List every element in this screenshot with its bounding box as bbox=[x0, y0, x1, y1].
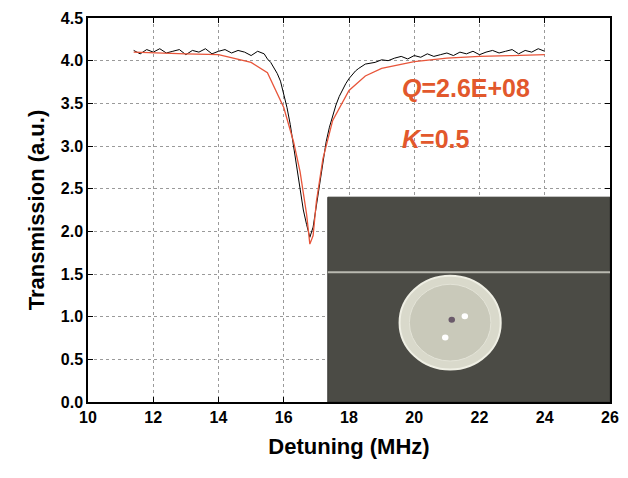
svg-text:0.0: 0.0 bbox=[61, 394, 83, 411]
svg-text:4.5: 4.5 bbox=[61, 10, 83, 27]
svg-text:18: 18 bbox=[340, 409, 358, 426]
svg-text:Detuning (MHz): Detuning (MHz) bbox=[268, 434, 429, 459]
svg-text:16: 16 bbox=[275, 409, 293, 426]
svg-text:14: 14 bbox=[210, 409, 228, 426]
svg-text:1.0: 1.0 bbox=[61, 308, 83, 325]
svg-text:20: 20 bbox=[405, 409, 423, 426]
svg-text:K=0.5: K=0.5 bbox=[402, 125, 470, 153]
svg-text:Transmission (a.u.): Transmission (a.u.) bbox=[24, 110, 49, 311]
svg-text:2.5: 2.5 bbox=[61, 180, 83, 197]
svg-text:12: 12 bbox=[144, 409, 162, 426]
svg-text:26: 26 bbox=[601, 409, 619, 426]
svg-text:Q=2.6E+08: Q=2.6E+08 bbox=[402, 74, 530, 102]
svg-text:0.5: 0.5 bbox=[61, 351, 83, 368]
svg-text:24: 24 bbox=[536, 409, 554, 426]
svg-text:10: 10 bbox=[79, 409, 97, 426]
svg-text:1.5: 1.5 bbox=[61, 266, 83, 283]
svg-text:2.0: 2.0 bbox=[61, 223, 83, 240]
svg-text:3.5: 3.5 bbox=[61, 95, 83, 112]
svg-text:22: 22 bbox=[471, 409, 489, 426]
svg-text:4.0: 4.0 bbox=[61, 52, 83, 69]
svg-text:3.0: 3.0 bbox=[61, 138, 83, 155]
